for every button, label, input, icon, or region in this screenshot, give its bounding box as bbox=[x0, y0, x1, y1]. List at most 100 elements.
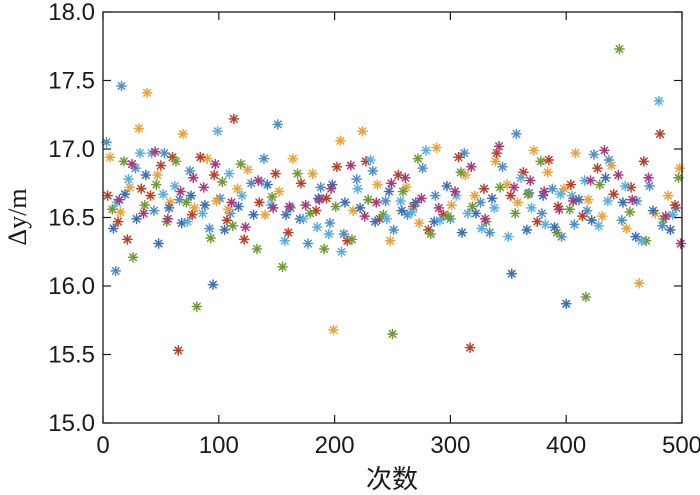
data-point bbox=[626, 194, 638, 206]
data-point bbox=[352, 183, 364, 195]
data-point bbox=[124, 182, 135, 193]
data-point bbox=[491, 147, 503, 159]
data-point bbox=[636, 235, 647, 247]
x-tick-label: 400 bbox=[546, 432, 586, 459]
data-point bbox=[475, 197, 486, 208]
data-point bbox=[157, 188, 169, 200]
data-point bbox=[429, 190, 441, 201]
x-tick-label: 100 bbox=[199, 432, 239, 459]
data-point bbox=[138, 208, 149, 219]
data-point bbox=[453, 151, 464, 163]
data-point bbox=[233, 201, 244, 212]
data-point bbox=[478, 183, 490, 195]
data-point bbox=[511, 128, 522, 140]
data-point bbox=[139, 199, 151, 211]
data-point bbox=[201, 153, 213, 164]
data-point bbox=[599, 145, 610, 156]
x-axis-ticks: 0 100 200 300 400 500 bbox=[96, 12, 700, 459]
data-point bbox=[297, 213, 309, 225]
data-point bbox=[323, 228, 335, 240]
data-point bbox=[266, 191, 278, 203]
data-point bbox=[113, 194, 125, 206]
data-point bbox=[267, 202, 279, 214]
data-point bbox=[494, 182, 506, 193]
data-point bbox=[420, 145, 432, 156]
data-point bbox=[110, 265, 122, 277]
data-point bbox=[585, 175, 596, 186]
data-point bbox=[163, 202, 175, 214]
data-point bbox=[209, 158, 221, 170]
data-point bbox=[292, 168, 303, 180]
data-point bbox=[542, 166, 554, 178]
data-point bbox=[318, 243, 330, 255]
data-point bbox=[359, 210, 371, 222]
data-point bbox=[307, 168, 318, 180]
data-point bbox=[600, 172, 611, 184]
data-point bbox=[455, 166, 467, 178]
data-point bbox=[253, 197, 265, 208]
data-point bbox=[383, 186, 395, 197]
data-point bbox=[314, 194, 325, 206]
data-point bbox=[369, 216, 381, 227]
data-point bbox=[399, 172, 411, 184]
data-point bbox=[617, 197, 629, 208]
data-point bbox=[279, 235, 291, 247]
data-point bbox=[594, 179, 606, 190]
plot-background bbox=[103, 12, 682, 423]
data-point bbox=[315, 182, 327, 193]
data-point bbox=[484, 227, 496, 238]
data-point bbox=[512, 197, 523, 208]
data-point bbox=[410, 197, 422, 208]
y-tick-label: 17.0 bbox=[48, 136, 95, 163]
data-point bbox=[449, 186, 461, 197]
data-point bbox=[612, 169, 624, 181]
data-point bbox=[134, 147, 146, 159]
data-point bbox=[570, 147, 581, 159]
data-point bbox=[211, 195, 222, 207]
data-point bbox=[153, 238, 164, 249]
data-point bbox=[441, 180, 453, 192]
data-point bbox=[479, 213, 491, 225]
data-point bbox=[395, 195, 406, 207]
data-point bbox=[272, 118, 284, 130]
data-point bbox=[295, 177, 307, 189]
data-point bbox=[207, 279, 219, 290]
data-point bbox=[521, 224, 533, 236]
data-point bbox=[581, 205, 593, 216]
data-point bbox=[170, 155, 182, 167]
data-point bbox=[133, 123, 145, 134]
y-tick-label: 16.0 bbox=[48, 273, 95, 300]
data-point bbox=[280, 209, 292, 221]
data-point bbox=[259, 209, 271, 221]
x-axis-label: 次数 bbox=[366, 465, 418, 494]
data-point bbox=[606, 160, 617, 171]
data-point bbox=[331, 161, 343, 173]
data-point bbox=[633, 277, 645, 289]
data-point bbox=[535, 155, 547, 167]
data-point bbox=[140, 169, 152, 181]
data-point bbox=[656, 220, 668, 232]
data-point bbox=[235, 158, 247, 170]
data-point bbox=[577, 210, 588, 222]
data-point bbox=[186, 209, 198, 221]
data-point bbox=[644, 180, 655, 192]
data-point bbox=[175, 186, 186, 197]
x-tick-label: 300 bbox=[430, 432, 470, 459]
data-point bbox=[643, 172, 654, 184]
data-point bbox=[112, 216, 124, 227]
data-point bbox=[416, 192, 427, 204]
y-tick-label: 16.5 bbox=[48, 205, 95, 232]
data-point bbox=[311, 221, 323, 233]
data-point bbox=[227, 220, 239, 232]
data-point bbox=[619, 180, 631, 192]
data-point bbox=[108, 223, 119, 234]
data-point bbox=[397, 186, 409, 197]
data-point bbox=[396, 205, 408, 216]
data-points bbox=[101, 43, 687, 356]
data-point bbox=[189, 202, 200, 214]
y-axis-label: Δy/m bbox=[3, 188, 32, 245]
data-point bbox=[357, 125, 368, 137]
data-point bbox=[121, 234, 133, 245]
data-point bbox=[638, 155, 650, 167]
